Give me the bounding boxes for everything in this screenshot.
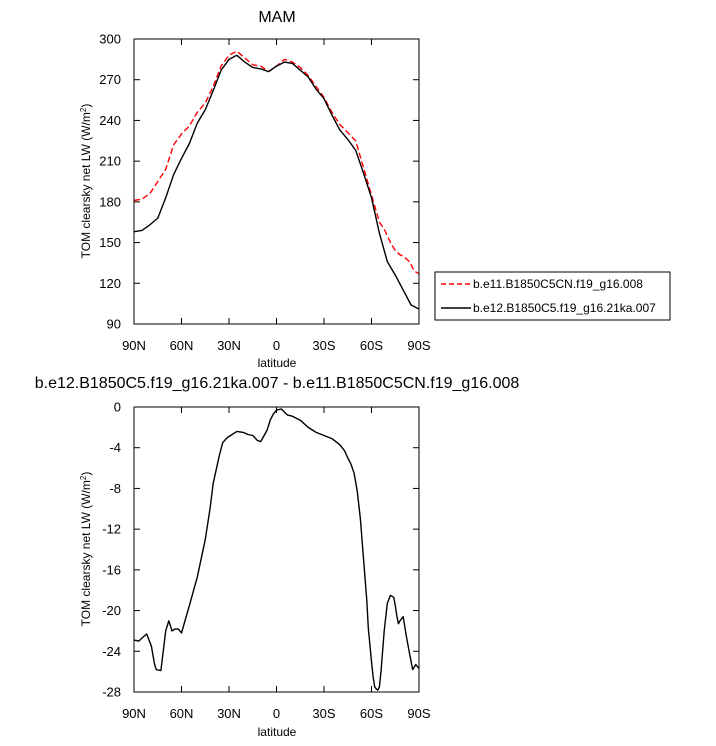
bottom-y-axis-label-end: ) xyxy=(79,472,93,476)
bottom-y-tick-label: -16 xyxy=(102,562,121,577)
bottom-x-tick-label: 30N xyxy=(217,706,241,721)
top-y-tick-label: 300 xyxy=(99,32,121,47)
bottom-y-tick-label: -8 xyxy=(109,481,121,496)
top-chart: MAM 90 120 150 180 210 240 270 300 90N 60N 30N 0 30… xyxy=(79,9,671,370)
top-y-tick-label: 240 xyxy=(99,113,121,128)
bottom-x-tick-labels: 90N 60N 30N 0 30S 60S 90S xyxy=(122,706,431,721)
bottom-y-tick-label: -20 xyxy=(102,603,121,618)
legend-label-control: b.e11.B1850C5CN.f19_g16.008 xyxy=(473,277,643,291)
top-y-tick-label: 90 xyxy=(107,317,121,332)
bottom-x-tick-label: 60S xyxy=(360,706,383,721)
bottom-y-tick-labels: -28 -24 -20 -16 -12 -8 -4 0 xyxy=(102,400,121,700)
bottom-chart-title: b.e12.B1850C5.f19_g16.21ka.007 - b.e11.B… xyxy=(35,375,520,392)
top-x-tick-label: 60N xyxy=(170,338,194,353)
legend: b.e11.B1850C5CN.f19_g16.008 b.e12.B1850C… xyxy=(434,271,671,321)
bottom-y-axis-label-main: TOM clearsky net LW (W/m xyxy=(79,480,93,626)
bottom-series-line-0 xyxy=(133,408,420,691)
top-y-axis-label-end: ) xyxy=(79,104,93,108)
bottom-chart-ticks xyxy=(133,406,420,693)
top-x-tick-label: 30N xyxy=(217,338,241,353)
bottom-x-tick-label: 90S xyxy=(407,706,430,721)
top-y-axis-label: TOM clearsky net LW (W/m2) xyxy=(79,104,94,259)
top-chart-ticks xyxy=(133,38,420,325)
bottom-y-axis-label: TOM clearsky net LW (W/m2) xyxy=(79,472,94,627)
top-plot-frame xyxy=(133,38,420,325)
bottom-x-tick-label: 90N xyxy=(122,706,146,721)
top-x-tick-label: 90S xyxy=(407,338,430,353)
top-series-line-1 xyxy=(133,54,420,310)
bottom-y-tick-label: -28 xyxy=(102,685,121,700)
top-y-tick-label: 120 xyxy=(99,276,121,291)
top-x-tick-label: 60S xyxy=(360,338,383,353)
top-x-tick-label: 30S xyxy=(312,338,335,353)
top-y-tick-label: 150 xyxy=(99,235,121,250)
bottom-y-tick-label: 0 xyxy=(114,400,121,415)
top-chart-title: MAM xyxy=(258,9,295,26)
top-x-axis-label: latitude xyxy=(258,356,297,370)
legend-box xyxy=(434,271,671,321)
bottom-x-tick-label: 30S xyxy=(312,706,335,721)
bottom-y-tick-label: -12 xyxy=(102,522,121,537)
top-y-tick-label: 180 xyxy=(99,194,121,209)
top-x-tick-label: 90N xyxy=(122,338,146,353)
bottom-chart-lines xyxy=(133,408,420,691)
legend-label-lgm: b.e12.B1850C5.f19_g16.21ka.007 xyxy=(473,301,656,315)
bottom-y-tick-label: -24 xyxy=(102,644,121,659)
top-y-tick-labels: 90 120 150 180 210 240 270 300 xyxy=(99,32,121,332)
top-y-axis-label-main: TOM clearsky net LW (W/m xyxy=(79,112,93,258)
bottom-y-tick-label: -4 xyxy=(109,440,121,455)
bottom-chart: b.e12.B1850C5.f19_g16.21ka.007 - b.e11.B… xyxy=(35,375,520,739)
top-series-line-0 xyxy=(133,50,420,275)
top-y-tick-label: 270 xyxy=(99,72,121,87)
bottom-plot-frame xyxy=(133,406,420,693)
top-x-tick-label: 0 xyxy=(273,338,280,353)
bottom-y-axis-label-sup: 2 xyxy=(79,475,88,480)
top-y-axis-label-sup: 2 xyxy=(79,107,88,112)
top-chart-lines xyxy=(133,50,420,310)
top-y-tick-label: 210 xyxy=(99,154,121,169)
top-x-tick-labels: 90N 60N 30N 0 30S 60S 90S xyxy=(122,338,431,353)
bottom-x-axis-label: latitude xyxy=(258,725,297,739)
bottom-x-tick-label: 60N xyxy=(170,706,194,721)
bottom-x-tick-label: 0 xyxy=(273,706,280,721)
